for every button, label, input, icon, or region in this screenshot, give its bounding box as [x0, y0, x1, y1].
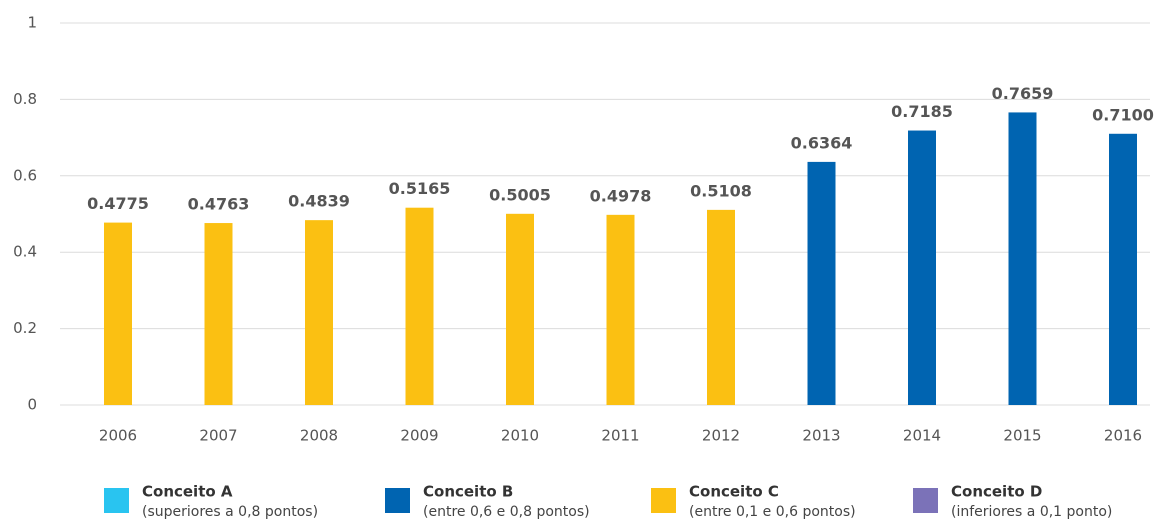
bar	[707, 209, 735, 405]
legend-description: (entre 0,1 e 0,6 pontos)	[689, 504, 856, 520]
bar	[104, 222, 132, 405]
value-label: 0.4978	[590, 186, 652, 205]
legend-name: Conceito A	[142, 483, 233, 501]
y-tick-label: 0.8	[13, 90, 37, 108]
y-tick-label: 1	[27, 14, 37, 32]
y-tick-label: 0.4	[13, 243, 37, 261]
legend-name: Conceito B	[423, 483, 513, 501]
x-tick-label: 2015	[1003, 427, 1041, 445]
legend-swatch	[913, 488, 938, 513]
bar	[204, 223, 233, 405]
legend-description: (superiores a 0,8 pontos)	[142, 504, 318, 520]
legend-swatch	[104, 488, 129, 513]
legend-swatch	[651, 488, 676, 513]
x-tick-label: 2014	[903, 427, 941, 445]
x-tick-label: 2013	[802, 427, 840, 445]
value-label: 0.6364	[791, 133, 853, 152]
x-tick-label: 2012	[702, 427, 740, 445]
value-label: 0.7185	[891, 102, 953, 121]
value-label: 0.5005	[489, 185, 551, 204]
legend-description: (inferiores a 0,1 ponto)	[951, 504, 1112, 520]
legend-description: (entre 0,6 e 0,8 pontos)	[423, 504, 590, 520]
legend-name: Conceito D	[951, 483, 1042, 501]
value-label: 0.4763	[188, 195, 250, 214]
bar	[606, 214, 635, 405]
x-tick-label: 2009	[400, 427, 438, 445]
y-tick-label: 0.6	[13, 166, 37, 184]
bar	[506, 213, 534, 405]
x-tick-label: 2006	[99, 427, 137, 445]
legend-swatch	[385, 488, 410, 513]
bar	[908, 130, 936, 405]
bar	[1109, 133, 1137, 405]
x-tick-label: 2010	[501, 427, 539, 445]
value-label: 0.7659	[992, 84, 1054, 103]
y-tick-label: 0.2	[13, 319, 37, 337]
y-tick-label: 0	[27, 396, 37, 414]
x-tick-label: 2016	[1104, 427, 1142, 445]
value-label: 0.5165	[389, 179, 451, 198]
x-tick-label: 2007	[199, 427, 237, 445]
x-tick-label: 2011	[601, 427, 639, 445]
legend-name: Conceito C	[689, 483, 779, 501]
bar	[305, 220, 333, 405]
value-label: 0.5108	[690, 181, 752, 200]
bar	[807, 161, 836, 405]
bar	[405, 207, 434, 405]
value-label: 0.4839	[288, 192, 350, 211]
x-tick-label: 2008	[300, 427, 338, 445]
bar	[1008, 112, 1037, 405]
value-label: 0.7100	[1092, 105, 1154, 124]
value-label: 0.4775	[87, 194, 149, 213]
